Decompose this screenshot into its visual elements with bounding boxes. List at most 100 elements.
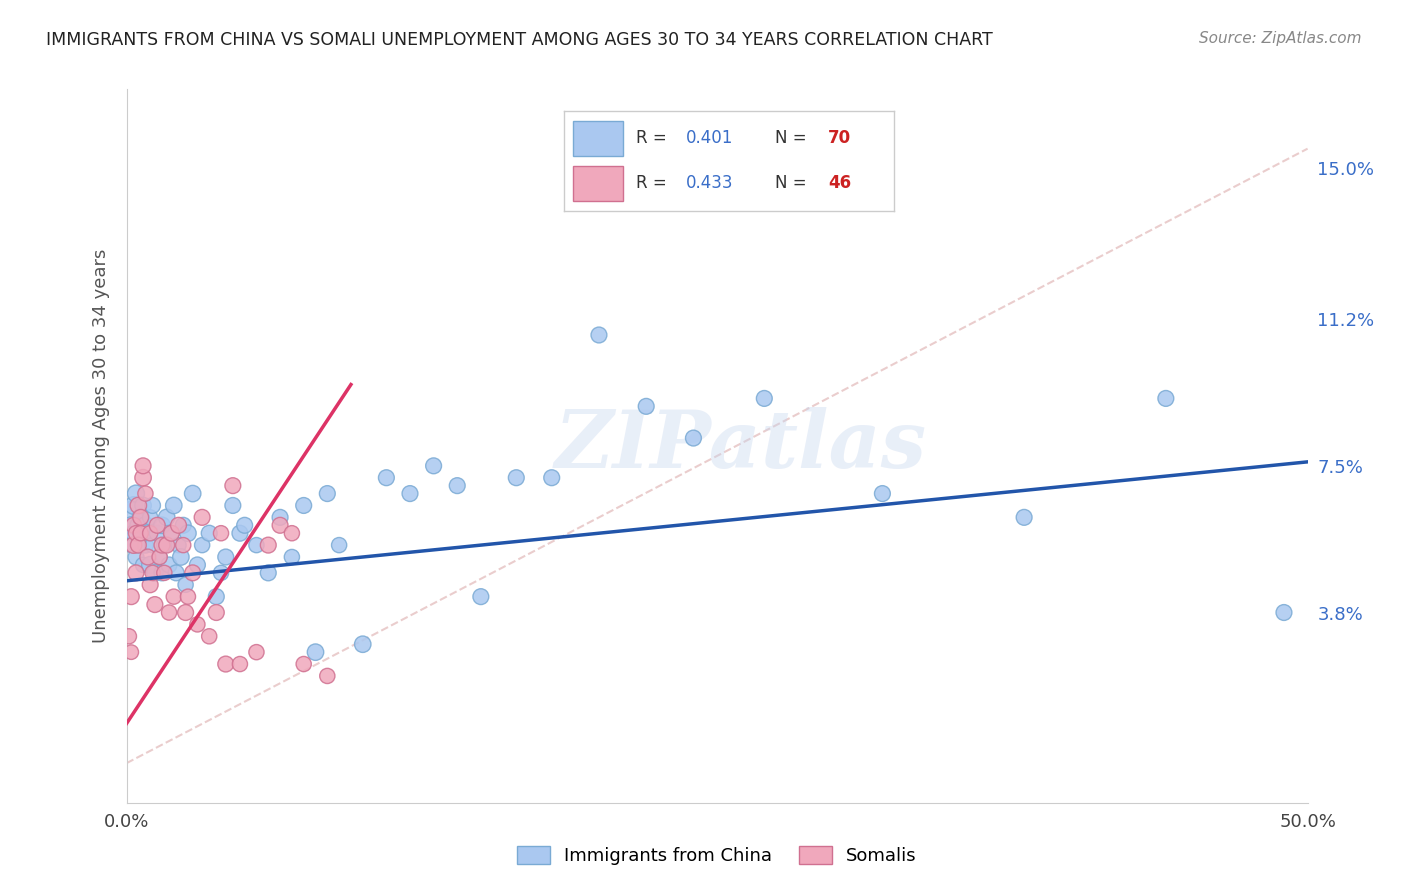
Point — [1272, 606, 1295, 620]
Point — [143, 598, 166, 612]
Point — [150, 538, 173, 552]
Point — [132, 558, 155, 572]
Point — [205, 590, 228, 604]
Point — [122, 518, 145, 533]
Point — [122, 499, 145, 513]
Point — [1012, 510, 1035, 524]
Point — [399, 486, 422, 500]
Point — [134, 518, 156, 533]
Point — [127, 499, 149, 513]
Point — [328, 538, 350, 552]
Point — [127, 538, 149, 552]
Point — [163, 590, 186, 604]
Point — [191, 538, 214, 552]
Point — [139, 558, 162, 572]
Point — [167, 518, 190, 533]
Point — [215, 549, 238, 564]
Point — [134, 538, 156, 552]
Point — [245, 538, 267, 552]
Point — [150, 518, 173, 533]
Point — [127, 518, 149, 533]
Point — [165, 566, 187, 580]
Point — [540, 471, 562, 485]
Point — [125, 566, 148, 580]
Point — [139, 526, 162, 541]
Point — [136, 549, 159, 564]
Point — [160, 526, 183, 541]
Point — [352, 637, 374, 651]
Point — [177, 526, 200, 541]
Point — [174, 606, 197, 620]
Point — [316, 669, 339, 683]
Point — [153, 566, 176, 580]
Point — [141, 566, 163, 580]
Point — [146, 526, 169, 541]
Point — [143, 566, 166, 580]
Point — [136, 526, 159, 541]
Text: Source: ZipAtlas.com: Source: ZipAtlas.com — [1198, 31, 1361, 46]
Point — [120, 538, 142, 552]
Point — [157, 558, 180, 572]
Point — [470, 590, 492, 604]
Point — [304, 645, 326, 659]
Point — [129, 526, 152, 541]
Point — [636, 400, 658, 414]
Y-axis label: Unemployment Among Ages 30 to 34 years: Unemployment Among Ages 30 to 34 years — [91, 249, 110, 643]
Point — [134, 486, 156, 500]
Point — [118, 510, 141, 524]
Point — [156, 510, 179, 524]
Point — [269, 518, 291, 533]
Point — [316, 486, 339, 500]
Point — [257, 566, 280, 580]
Point — [160, 526, 183, 541]
Point — [146, 518, 169, 533]
Point — [292, 657, 315, 671]
Point — [186, 558, 208, 572]
Point — [174, 578, 197, 592]
Point — [186, 617, 208, 632]
Point — [139, 578, 162, 592]
Text: IMMIGRANTS FROM CHINA VS SOMALI UNEMPLOYMENT AMONG AGES 30 TO 34 YEARS CORRELATI: IMMIGRANTS FROM CHINA VS SOMALI UNEMPLOY… — [46, 31, 993, 49]
Point — [222, 478, 245, 492]
Point — [205, 606, 228, 620]
Point — [150, 566, 173, 580]
Point — [141, 538, 163, 552]
Point — [120, 645, 142, 659]
Point — [181, 486, 204, 500]
Point — [125, 549, 148, 564]
Text: ZIPatlas: ZIPatlas — [554, 408, 927, 484]
Point — [125, 526, 148, 541]
Point — [872, 486, 894, 500]
Point — [446, 478, 468, 492]
Point — [209, 566, 232, 580]
Point — [132, 458, 155, 473]
Point — [132, 499, 155, 513]
Point — [198, 526, 221, 541]
Point — [157, 606, 180, 620]
Point — [153, 538, 176, 552]
Point — [292, 499, 315, 513]
Point — [245, 645, 267, 659]
Point — [132, 471, 155, 485]
Point — [229, 657, 252, 671]
Point — [233, 518, 256, 533]
Point — [422, 458, 444, 473]
Point — [222, 499, 245, 513]
Point — [122, 538, 145, 552]
Point — [129, 510, 152, 524]
Point — [191, 510, 214, 524]
Point — [120, 518, 142, 533]
Point — [127, 538, 149, 552]
Legend: Immigrants from China, Somalis: Immigrants from China, Somalis — [510, 838, 924, 872]
Point — [156, 538, 179, 552]
Point — [172, 538, 194, 552]
Point — [505, 471, 527, 485]
Point — [118, 629, 141, 643]
Point — [139, 510, 162, 524]
Point — [177, 590, 200, 604]
Point — [181, 566, 204, 580]
Point — [198, 629, 221, 643]
Point — [170, 549, 193, 564]
Point — [269, 510, 291, 524]
Point — [149, 549, 172, 564]
